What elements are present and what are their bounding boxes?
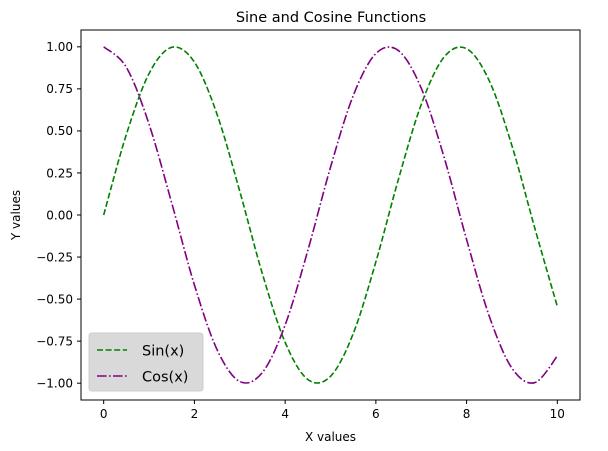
- x-tick-label: 8: [463, 407, 471, 421]
- x-tick-label: 2: [191, 407, 199, 421]
- legend-sin-label: Sin(x): [142, 344, 184, 360]
- y-tick-label: 0.75: [46, 82, 73, 96]
- y-tick-label: 1.00: [46, 40, 73, 54]
- y-tick-label: −1.00: [36, 376, 73, 390]
- y-tick-label: −0.25: [36, 250, 73, 264]
- y-tick-label: −0.75: [36, 334, 73, 348]
- legend: Sin(x) Cos(x): [88, 332, 204, 392]
- y-axis-label: Y values: [9, 190, 23, 241]
- x-tick-label: 10: [550, 407, 565, 421]
- sin-series-line: [102, 46, 559, 384]
- series-lines: [102, 46, 559, 384]
- x-tick-label: 4: [281, 407, 289, 421]
- y-tick-label: −0.50: [36, 292, 73, 306]
- y-tick-label: 0.00: [46, 208, 73, 222]
- y-tick-label: 0.25: [46, 166, 73, 180]
- cos-series-line: [103, 46, 558, 384]
- plot-area: 0 2 4 6 8 10 −1.00 −0.75 −0.50 −0.25 0.00 0.25 0.50…: [36, 29, 581, 421]
- legend-cos-label: Cos(x): [142, 370, 188, 386]
- y-tick-label: 0.50: [46, 124, 73, 138]
- x-axis-ticks: 0 2 4 6 8 10: [100, 400, 565, 421]
- x-tick-label: 6: [372, 407, 380, 421]
- x-tick-label: 0: [100, 407, 108, 421]
- y-axis-ticks: −1.00 −0.75 −0.50 −0.25 0.00 0.25 0.50 0.75 1.00: [36, 40, 81, 390]
- x-axis-label: X values: [305, 430, 356, 444]
- chart-title: Sine and Cosine Functions: [236, 10, 426, 26]
